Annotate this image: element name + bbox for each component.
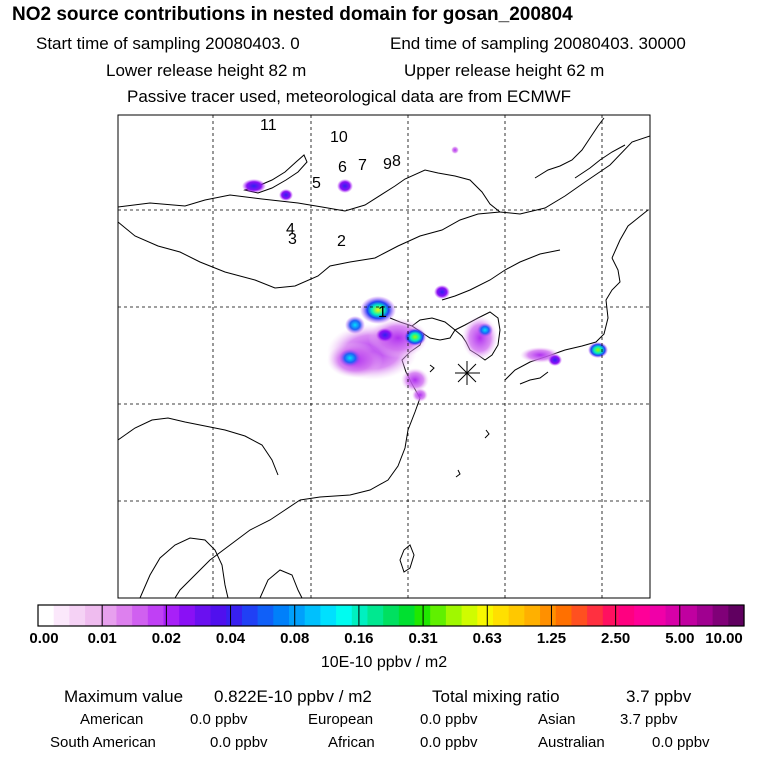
- source-label: 5: [312, 175, 321, 192]
- region-name: Australian: [538, 734, 605, 751]
- chart-title: NO2 source contributions in nested domai…: [12, 4, 573, 25]
- source-label: 6: [338, 159, 347, 176]
- total-mixing-label: Total mixing ratio: [432, 687, 560, 706]
- end-time: End time of sampling 20080403. 30000: [390, 34, 686, 53]
- colorbar-units: 10E-10 ppbv / m2: [320, 654, 448, 671]
- max-value-label: Maximum value: [64, 687, 184, 706]
- region-value: 0.0 ppbv: [420, 711, 478, 728]
- map-content: 1 2 3 4 5 6 7 8 9 10 11: [118, 115, 650, 598]
- colorbar-tick-label: 0.01: [87, 630, 117, 647]
- colorbar-tick-label: 10.00: [705, 630, 743, 647]
- source-label: 10: [330, 129, 348, 146]
- source-label: 4: [286, 221, 295, 238]
- region-name: South American: [50, 734, 156, 751]
- colorbar-tick-label: 0.04: [215, 630, 246, 647]
- source-labels: 1 2 3 4 5 6 7 8 9 10 11: [260, 117, 401, 321]
- source-label: 1: [378, 304, 387, 321]
- asterisk-icon: [455, 361, 480, 385]
- source-label: 3: [288, 231, 297, 248]
- colorbar-tick-label: 0.02: [151, 630, 181, 647]
- source-label: 9: [383, 156, 392, 173]
- region-value: 0.0 ppbv: [652, 734, 710, 751]
- colorbar-tick-label: 0.31: [408, 630, 438, 647]
- start-time: Start time of sampling 20080403. 0: [36, 34, 300, 53]
- concentration-field: [242, 146, 608, 402]
- source-label: 7: [358, 157, 367, 174]
- region-value: 0.0 ppbv: [210, 734, 268, 751]
- source-label: 2: [337, 233, 346, 250]
- map-frame: [117, 114, 651, 599]
- source-label: 8: [392, 153, 401, 170]
- map-panel: 1 2 3 4 5 6 7 8 9 10 11: [117, 114, 651, 599]
- region-value: 0.0 ppbv: [190, 711, 248, 728]
- graticule: [118, 115, 650, 598]
- colorbar-tick-label: 0.08: [280, 630, 310, 647]
- colorbar-tick-label: 1.25: [536, 630, 567, 647]
- region-name: Asian: [538, 711, 576, 728]
- tracer-note: Passive tracer used, meteorological data…: [127, 87, 572, 106]
- region-value: 3.7 ppbv: [620, 711, 678, 728]
- region-name: European: [308, 711, 374, 728]
- colorbar-tick-label: 0.00: [29, 630, 59, 647]
- region-value: 0.0 ppbv: [420, 734, 478, 751]
- source-label: 11: [260, 117, 277, 134]
- colorbar-tick-label: 0.63: [472, 630, 502, 647]
- islands: [429, 364, 490, 478]
- region-name: American: [80, 711, 144, 728]
- max-value: 0.822E-10 ppbv / m2: [214, 687, 372, 706]
- total-mixing-value: 3.7 ppbv: [626, 687, 692, 706]
- upper-release-height: Upper release height 62 m: [404, 61, 605, 80]
- lower-release-height: Lower release height 82 m: [106, 61, 307, 80]
- colorbar-tick-label: 0.16: [344, 630, 374, 647]
- colorbar-tick-label: 5.00: [665, 630, 695, 647]
- colorbar-tick-label: 2.50: [601, 630, 631, 647]
- region-name: African: [328, 734, 375, 751]
